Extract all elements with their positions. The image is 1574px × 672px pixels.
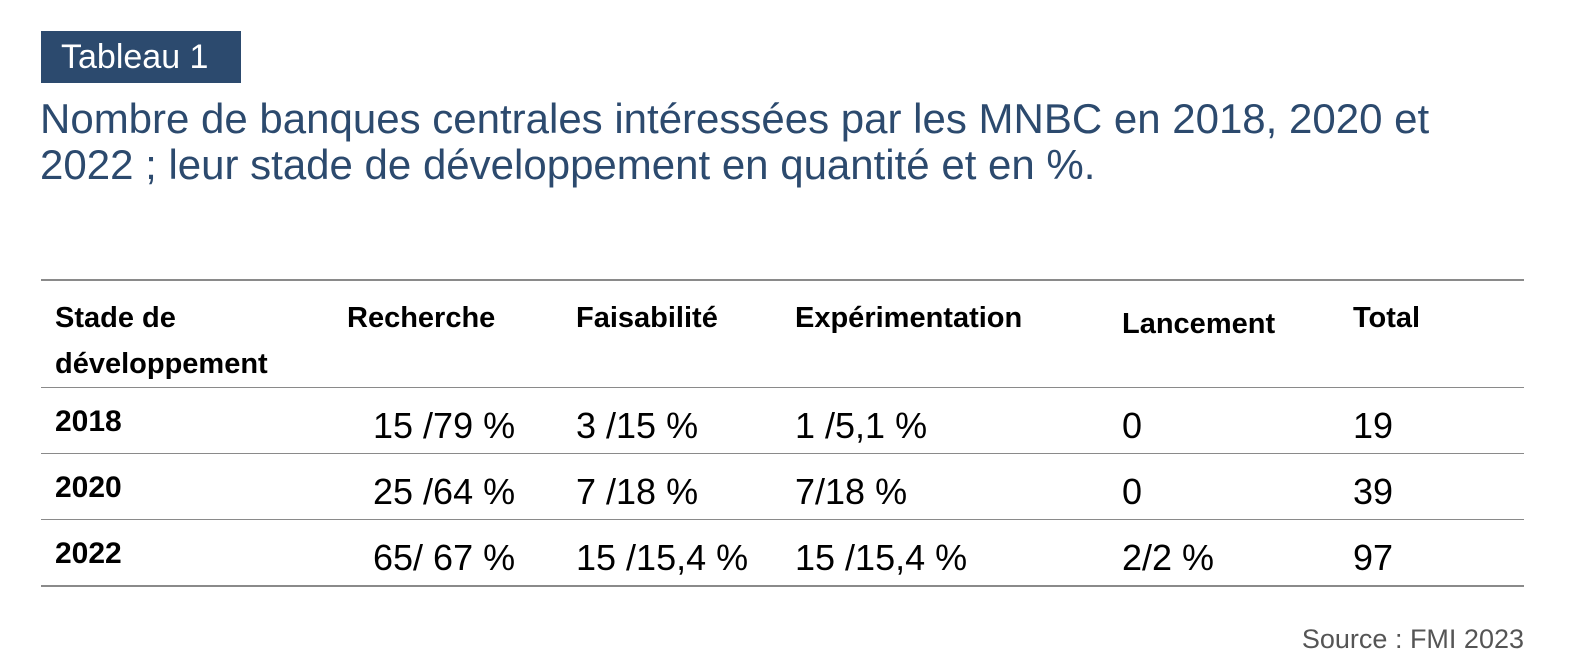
cell-faisabilite: 3 /15 %	[576, 405, 699, 446]
source-note: Source : FMI 2023	[1301, 624, 1524, 654]
cell-lancement: 2/2 %	[1122, 537, 1215, 578]
cell-total: 97	[1353, 537, 1394, 578]
table-header-row: Stade de développement Recherche Faisabi…	[41, 280, 1524, 388]
header-stade: Stade de développement	[55, 302, 268, 380]
cell-experimentation: 7/18 %	[795, 471, 908, 512]
row-year: 2022	[55, 537, 122, 570]
cell-recherche: 15 /79 %	[373, 405, 516, 446]
header-lancement: Lancement	[1122, 308, 1276, 340]
row-year: 2018	[55, 405, 122, 438]
cell-faisabilite: 15 /15,4 %	[576, 537, 749, 578]
table-row: 2018 15 /79 % 3 /15 % 1 /5,1 % 0 19	[41, 388, 1524, 454]
table-title: Nombre de banques centrales intéressées …	[40, 95, 1430, 188]
table-label-badge: Tableau 1	[41, 31, 241, 83]
cell-lancement: 0	[1122, 471, 1143, 512]
data-table: Stade de développement Recherche Faisabi…	[41, 279, 1524, 587]
header-faisabilite: Faisabilité	[576, 302, 718, 334]
header-recherche: Recherche	[347, 302, 496, 334]
table-row: 2022 65/ 67 % 15 /15,4 % 15 /15,4 % 2/2 …	[41, 520, 1524, 586]
header-experimentation: Expérimentation	[795, 302, 1023, 334]
data-table-container: Stade de développement Recherche Faisabi…	[41, 279, 1524, 587]
header-total: Total	[1353, 302, 1421, 334]
cell-recherche: 25 /64 %	[373, 471, 516, 512]
cell-faisabilite: 7 /18 %	[576, 471, 699, 512]
cell-total: 39	[1353, 471, 1394, 512]
cell-total: 19	[1353, 405, 1394, 446]
cell-experimentation: 15 /15,4 %	[795, 537, 968, 578]
cell-experimentation: 1 /5,1 %	[795, 405, 928, 446]
cell-lancement: 0	[1122, 405, 1143, 446]
table-row: 2020 25 /64 % 7 /18 % 7/18 % 0 39	[41, 454, 1524, 520]
row-year: 2020	[55, 471, 122, 504]
cell-recherche: 65/ 67 %	[373, 537, 516, 578]
